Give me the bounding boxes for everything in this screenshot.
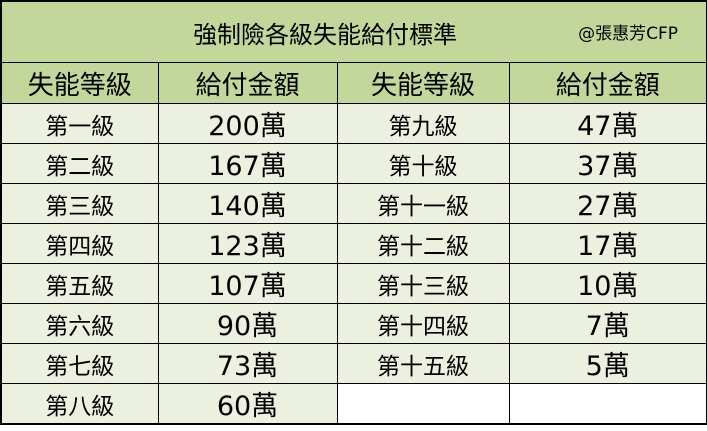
table-row: 第二級 167萬 第十級 37萬 <box>0 143 707 184</box>
table-row: 第五級 107萬 第十三級 10萬 <box>0 263 707 304</box>
level-cell: 第十三級 <box>336 263 510 304</box>
column-header: 失能等級 <box>0 62 159 104</box>
amount-cell: 200萬 <box>157 103 338 144</box>
header-row: 失能等級 給付金額 失能等級 給付金額 <box>0 62 707 104</box>
amount-cell: 7萬 <box>508 303 707 344</box>
table-row: 第三級 140萬 第十一級 27萬 <box>0 183 707 224</box>
level-cell: 第三級 <box>0 183 159 224</box>
amount-cell: 10萬 <box>508 263 707 304</box>
amount-cell: 107萬 <box>157 263 338 304</box>
amount-cell: 17萬 <box>508 223 707 264</box>
amount-cell: 90萬 <box>157 303 338 344</box>
amount-cell: 140萬 <box>157 183 338 224</box>
table-row: 第七級 73萬 第十五級 5萬 <box>0 343 707 384</box>
amount-cell: 73萬 <box>157 343 338 384</box>
level-cell: 第十一級 <box>336 183 510 224</box>
amount-cell: 60萬 <box>157 383 338 425</box>
level-cell: 第九級 <box>336 103 510 144</box>
empty-cell <box>508 383 707 425</box>
level-cell: 第十五級 <box>336 343 510 384</box>
title-row: 強制險各級失能給付標準 @張惠芳CFP <box>0 0 707 63</box>
amount-cell: 5萬 <box>508 343 707 384</box>
amount-cell: 123萬 <box>157 223 338 264</box>
level-cell: 第六級 <box>0 303 159 344</box>
amount-cell: 167萬 <box>157 143 338 184</box>
level-cell: 第四級 <box>0 223 159 264</box>
amount-cell: 47萬 <box>508 103 707 144</box>
level-cell: 第二級 <box>0 143 159 184</box>
level-cell: 第一級 <box>0 103 159 144</box>
level-cell: 第十四級 <box>336 303 510 344</box>
level-cell: 第五級 <box>0 263 159 304</box>
column-header: 給付金額 <box>157 62 338 104</box>
empty-cell <box>336 383 510 425</box>
level-cell: 第十二級 <box>336 223 510 264</box>
table-row: 第一級 200萬 第九級 47萬 <box>0 103 707 144</box>
table-row: 第六級 90萬 第十四級 7萬 <box>0 303 707 344</box>
table-title: 強制險各級失能給付標準 <box>193 20 458 49</box>
title-cell: 強制險各級失能給付標準 @張惠芳CFP <box>0 0 707 63</box>
level-cell: 第七級 <box>0 343 159 384</box>
column-header: 給付金額 <box>508 62 707 104</box>
amount-cell: 37萬 <box>508 143 707 184</box>
column-header: 失能等級 <box>336 62 510 104</box>
level-cell: 第十級 <box>336 143 510 184</box>
author-label: @張惠芳CFP <box>578 23 679 44</box>
table-row: 第四級 123萬 第十二級 17萬 <box>0 223 707 264</box>
table-row: 第八級 60萬 <box>0 383 707 425</box>
amount-cell: 27萬 <box>508 183 707 224</box>
level-cell: 第八級 <box>0 383 159 425</box>
